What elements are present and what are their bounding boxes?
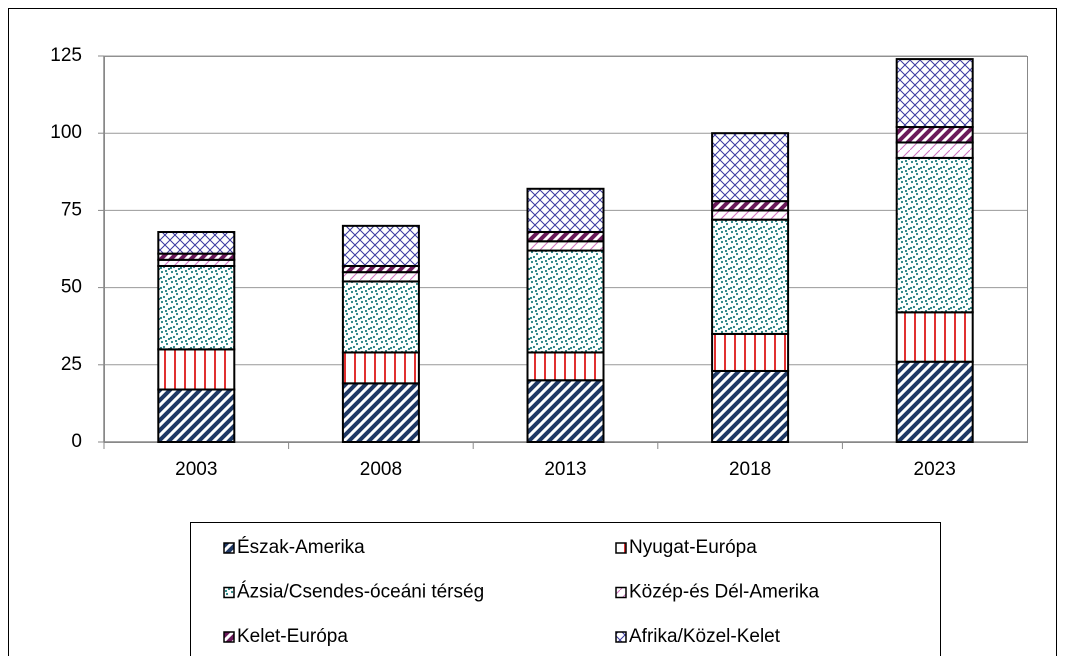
bar-segment — [157, 388, 236, 443]
bar-segment — [711, 218, 790, 335]
bar-segment — [526, 249, 605, 354]
legend-label: Nyugat-Európa — [629, 537, 757, 558]
bar-segment — [711, 209, 790, 221]
bar-segment — [711, 132, 790, 203]
bar-segment — [895, 156, 974, 314]
y-tick-label: 75 — [61, 199, 82, 220]
bar-segment — [895, 58, 974, 129]
legend-swatch — [615, 542, 627, 554]
legend-swatch — [615, 631, 627, 643]
legend-label: Afrika/Közel-Kelet — [629, 626, 781, 647]
bar-segment — [711, 332, 790, 372]
bar-segment — [526, 187, 605, 234]
legend-label: Észak-Amerika — [237, 537, 365, 558]
bar-segment — [341, 351, 420, 385]
bar-segment — [895, 126, 974, 144]
y-tick-label: 25 — [61, 354, 82, 375]
y-tick-label: 125 — [50, 45, 82, 66]
y-tick-label: 50 — [61, 277, 82, 298]
bar-segment — [895, 360, 974, 444]
legend-swatch — [223, 586, 235, 599]
bar-segment — [526, 351, 605, 382]
legend-swatch — [223, 542, 235, 554]
bar-segment — [895, 141, 974, 159]
bar-segment — [341, 271, 420, 283]
bar-segment — [711, 369, 790, 444]
legend-label: Közép-és Dél-Amerika — [629, 582, 819, 603]
x-tick-label: 2023 — [914, 459, 956, 480]
bar-segment — [341, 280, 420, 354]
bar-segment — [157, 348, 236, 391]
y-tick-label: 0 — [71, 431, 82, 452]
legend-swatch — [223, 631, 235, 643]
bar-segment — [157, 264, 236, 351]
bar-segment — [711, 200, 790, 212]
bar-segment — [526, 379, 605, 443]
x-tick-label: 2003 — [175, 459, 217, 480]
bar-segment — [157, 231, 236, 255]
legend-swatch — [615, 586, 627, 599]
y-tick-label: 100 — [50, 122, 82, 143]
bar-segment — [526, 231, 605, 243]
x-tick-label: 2008 — [360, 459, 402, 480]
bar-segment — [895, 311, 974, 363]
bar-segment — [341, 382, 420, 444]
x-tick-label: 2013 — [544, 459, 586, 480]
legend — [190, 522, 941, 656]
legend-label: Ázsia/Csendes-óceáni térség — [237, 582, 484, 603]
x-tick-label: 2018 — [729, 459, 771, 480]
bar-segment — [341, 224, 420, 267]
legend-label: Kelet-Európa — [237, 626, 348, 647]
bar-segment — [526, 240, 605, 252]
